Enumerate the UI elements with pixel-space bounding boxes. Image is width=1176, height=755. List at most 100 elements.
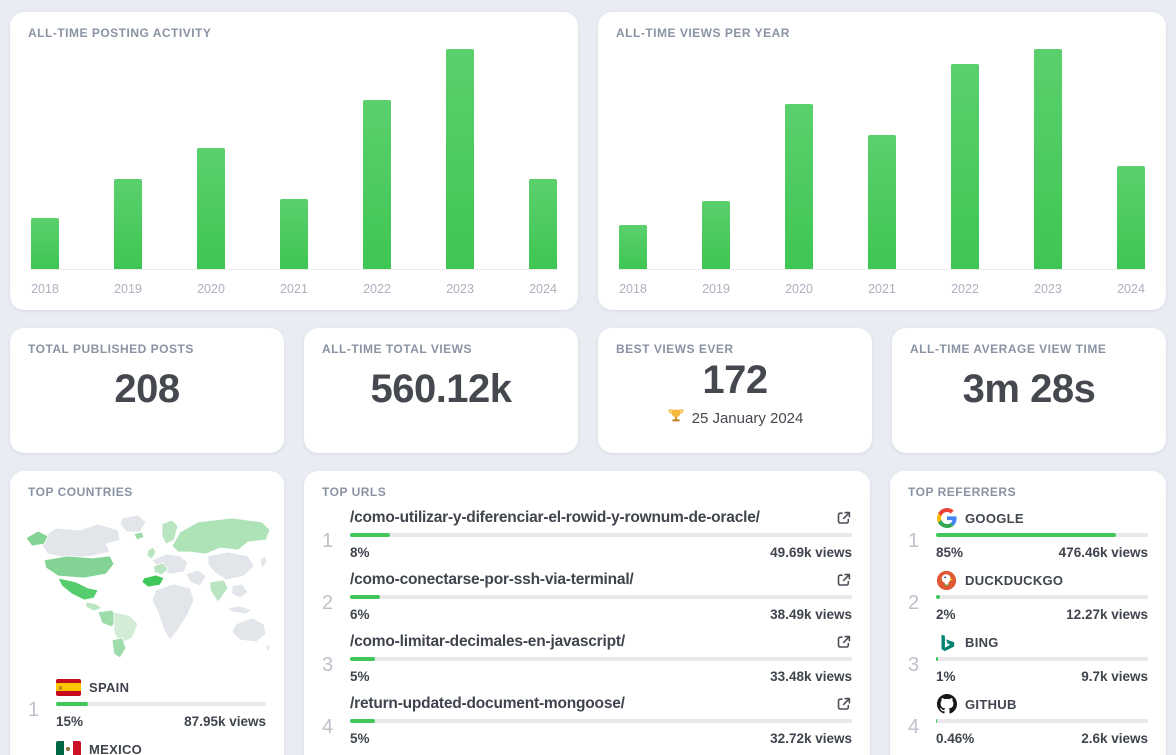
spain-flag (56, 678, 81, 696)
google-logo (936, 508, 957, 529)
progress-track (350, 719, 852, 723)
x-tick-label: 2019 (114, 282, 142, 296)
bar-column (279, 199, 309, 269)
row-stats: 15% 87.95k views (56, 712, 266, 730)
map-region-spain (141, 574, 165, 588)
best-views-date-line: 25 January 2024 (616, 408, 854, 428)
x-tick-label: 2020 (197, 282, 225, 296)
charts-row: ALL-TIME POSTING ACTIVITY 2018 2019 2020 20… (10, 12, 1166, 310)
posting-activity-card: ALL-TIME POSTING ACTIVITY 2018 2019 2020 20… (10, 12, 578, 310)
chart-x-labels: 2018 2019 2020 2021 2022 2023 2024 (30, 276, 558, 296)
row-body: /como-limitar-decimales-en-javascript/5%… (350, 631, 852, 685)
referrer-name: GOOGLE (965, 510, 1024, 526)
url-link[interactable]: /return-updated-document-mongoose/ (350, 695, 625, 712)
row-stats: 5% 32.72k views (350, 729, 852, 747)
views-label: 38.49k views (770, 606, 852, 622)
map-region-russia (171, 517, 271, 555)
progress-fill (350, 595, 381, 599)
best-views-date: 25 January 2024 (691, 409, 804, 427)
url-link[interactable]: /como-conectarse-por-ssh-via-terminal/ (350, 571, 634, 588)
github-logo (936, 694, 957, 715)
rank-number: 4 (908, 715, 920, 738)
rank-number: 1 (908, 529, 920, 552)
map-region-argentina (111, 637, 127, 659)
map-region-australia (231, 617, 267, 643)
rank-number: 3 (322, 653, 334, 676)
top-urls-list: 1/como-utilizar-y-diferenciar-el-rowid-y… (322, 507, 852, 755)
progress-fill (936, 533, 1117, 537)
chart-x-labels: 2018 2019 2020 2021 2022 2023 2024 (618, 276, 1146, 296)
bar-2024 (1117, 166, 1145, 269)
all-time-total-views-card: ALL-TIME TOTAL VIEWS 560.12k (304, 328, 578, 453)
bar-column (1033, 49, 1063, 269)
duckduckgo-logo (936, 570, 957, 591)
url-row: 4/return-updated-document-mongoose/5% 32.… (322, 693, 852, 747)
views-per-year-title: ALL-TIME VIEWS PER YEAR (616, 26, 790, 40)
best-views-ever-card: BEST VIEWS EVER 172 25 January 2024 (598, 328, 872, 453)
bing-logo (936, 632, 957, 653)
x-tick-label: 2018 (619, 282, 647, 296)
country-row: 2 MEXICO (28, 738, 266, 755)
bar-column (1116, 166, 1146, 269)
url-link[interactable]: /como-utilizar-y-diferenciar-el-rowid-y-… (350, 509, 760, 526)
bar-2018 (31, 218, 59, 269)
best-views-ever-value: 172 (702, 358, 768, 402)
stats-row: TOTAL PUBLISHED POSTS 208 ALL-TIME TOTAL… (10, 328, 1166, 453)
row-stats: 1% 9.7k views (936, 667, 1148, 685)
country-row: 1 SPAIN 15% 87.95k views (28, 676, 266, 730)
rank-number: 4 (322, 715, 334, 738)
x-tick-label: 2019 (702, 282, 730, 296)
row-body: MEXICO (56, 738, 266, 755)
x-tick-label: 2020 (785, 282, 813, 296)
percent-label: 85% (936, 544, 964, 560)
referrer-row: 1 GOOGLE 85% 476.46k views (908, 507, 1148, 561)
row-heading: /como-utilizar-y-diferenciar-el-rowid-y-… (350, 507, 852, 529)
top-urls-card: TOP URLS 1/como-utilizar-y-diferenciar-e… (304, 471, 870, 755)
rank-number: 1 (28, 698, 40, 721)
row-body: GOOGLE 85% 476.46k views (936, 507, 1148, 561)
progress-fill (350, 719, 376, 723)
referrer-name: BING (965, 634, 999, 650)
percent-label: 15% (56, 713, 84, 729)
row-stats: 8% 49.69k views (350, 543, 852, 561)
external-link-icon[interactable] (836, 510, 852, 526)
map-region-middle-east (185, 569, 207, 587)
views-label: 476.46k views (1058, 544, 1148, 560)
row-body: DUCKDUCKGO 2% 12.27k views (936, 569, 1148, 623)
bar-column (30, 218, 60, 269)
row-heading: MEXICO (56, 738, 266, 755)
bar-column (618, 225, 648, 269)
rank-number: 2 (28, 747, 52, 755)
bar-2021 (280, 199, 308, 269)
row-heading: /como-limitar-decimales-en-javascript/ (350, 631, 852, 653)
row-body: SPAIN 15% 87.95k views (56, 676, 266, 730)
row-body: GITHUB 0.46% 2.6k views (936, 693, 1148, 747)
progress-track (350, 533, 852, 537)
url-link[interactable]: /como-limitar-decimales-en-javascript/ (350, 633, 625, 650)
posting-activity-title: ALL-TIME POSTING ACTIVITY (28, 26, 212, 40)
map-region-japan (259, 555, 268, 569)
top-referrers-title: TOP REFERRERS (908, 485, 1017, 499)
percent-label: 6% (350, 606, 370, 622)
referrer-row: 3 BING 1% 9.7k views (908, 631, 1148, 685)
bar-2020 (785, 104, 813, 269)
top-referrers-list: 1 GOOGLE 85% 476.46k views 2 DUCKDUCKGO 2% 12.2… (908, 507, 1148, 755)
referrer-row: 4 GITHUB 0.46% 2.6k views (908, 693, 1148, 747)
external-link-icon[interactable] (836, 572, 852, 588)
top-lists-row: TOP COUNTRIES (10, 471, 1166, 755)
top-referrers-card: TOP REFERRERS 1 GOOGLE 85% 476.46k views 2 DU… (890, 471, 1166, 755)
percent-label: 0.46% (936, 730, 975, 746)
external-link-icon[interactable] (836, 634, 852, 650)
external-link-icon[interactable] (836, 696, 852, 712)
url-row: 3/como-limitar-decimales-en-javascript/5… (322, 631, 852, 685)
url-row: 2/como-conectarse-por-ssh-via-terminal/6… (322, 569, 852, 623)
row-heading: GITHUB (936, 693, 1148, 715)
progress-fill (936, 595, 941, 599)
rank-number: 2 (908, 591, 920, 614)
map-region-alaska (25, 530, 49, 547)
map-region-uk (146, 546, 157, 560)
map-region-indonesia (227, 605, 253, 615)
views-label: 33.48k views (770, 668, 852, 684)
views-per-year-chart: 2018 2019 2020 2021 2022 2023 2024 (616, 48, 1148, 296)
